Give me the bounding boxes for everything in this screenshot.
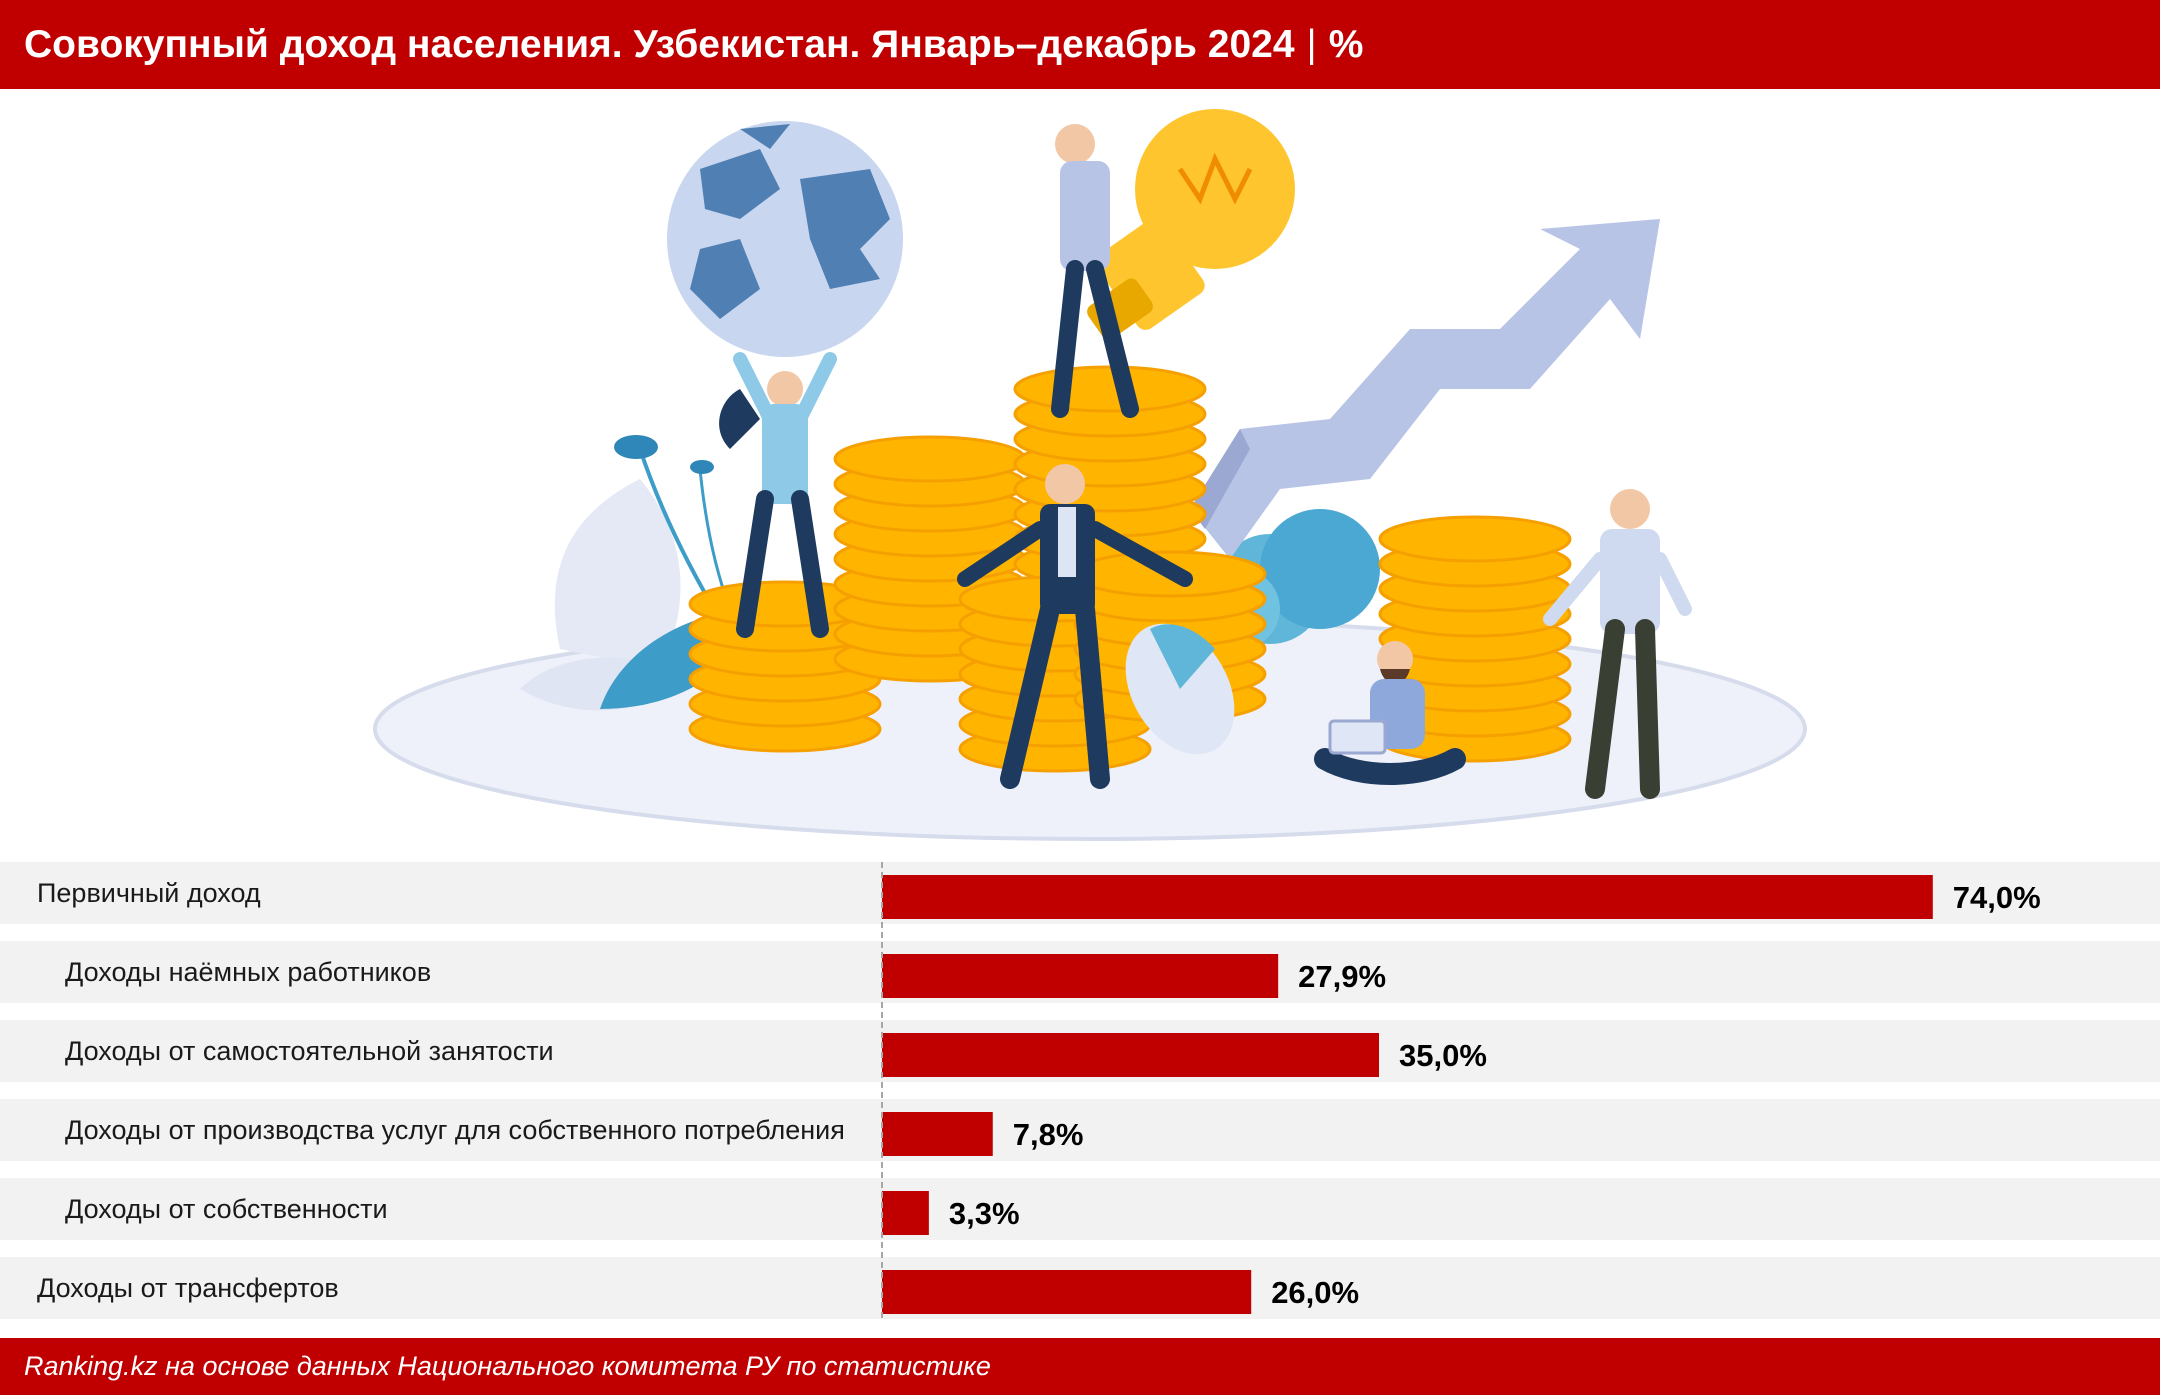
- row-band: [0, 1099, 2160, 1161]
- pie-chart-icon: [1125, 623, 1235, 755]
- title-unit: %: [1328, 22, 1364, 66]
- value-label: 26,0%: [1271, 1275, 1359, 1310]
- growth-arrow-icon: [1190, 219, 1660, 559]
- category-label: Доходы от производства услуг для собстве…: [65, 1115, 845, 1145]
- footer-bar: Ranking.kz на основе данных Национальног…: [0, 1338, 2160, 1395]
- bar: [882, 1112, 993, 1156]
- bar: [882, 1191, 929, 1235]
- category-label: Доходы от трансфертов: [37, 1273, 339, 1303]
- laptop-icon: [1314, 641, 1466, 785]
- category-label: Доходы от собственности: [65, 1194, 388, 1224]
- bar: [882, 875, 1933, 919]
- woman-figure-icon: [719, 352, 837, 638]
- value-label: 3,3%: [949, 1196, 1020, 1231]
- value-label: 74,0%: [1953, 880, 2041, 915]
- source-note: Ranking.kz на основе данных Национальног…: [24, 1351, 991, 1381]
- title-separator: |: [1306, 22, 1317, 66]
- lightbulb-icon: [1087, 109, 1295, 340]
- category-label: Первичный доход: [37, 878, 261, 908]
- illustration: [373, 109, 1807, 841]
- row-band: [0, 1178, 2160, 1240]
- header-bar: Совокупный доход населения. Узбекистан. …: [0, 0, 2160, 89]
- leaf-icon: [520, 479, 760, 711]
- title-text: Совокупный доход населения. Узбекистан. …: [24, 22, 1295, 66]
- value-label: 35,0%: [1399, 1038, 1487, 1073]
- page-title: Совокупный доход населения. Узбекистан. …: [0, 23, 1363, 67]
- man-standing-figure-icon: [1543, 489, 1692, 799]
- bar-chart: Первичный доход 74,0% Доходы наёмных работ…: [0, 862, 2160, 1319]
- businessman-icon: [957, 464, 1193, 789]
- globe-icon: [667, 121, 903, 357]
- category-label: Доходы от самостоятельной занятости: [65, 1036, 554, 1066]
- bar: [882, 954, 1279, 998]
- coin-stack-icon: [688, 365, 1572, 773]
- value-label: 27,9%: [1298, 959, 1386, 994]
- value-label: 7,8%: [1013, 1117, 1084, 1152]
- man-lightbulb-figure-icon: [1051, 124, 1139, 418]
- bar: [882, 1270, 1252, 1314]
- bar: [882, 1033, 1379, 1077]
- category-label: Доходы наёмных работников: [65, 957, 431, 987]
